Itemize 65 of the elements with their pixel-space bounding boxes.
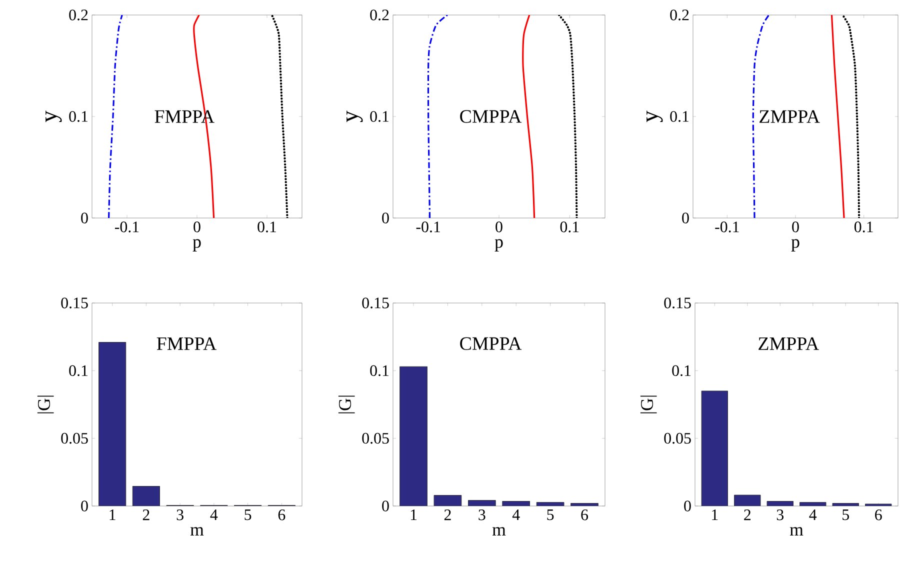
y-tick-label: 0.05 <box>664 432 691 444</box>
x-tick-label: 3 <box>176 510 184 520</box>
y-tick-label: 0 <box>81 212 88 224</box>
x-axis-title: p <box>494 239 503 252</box>
y-tick-label: 0.1 <box>670 111 689 122</box>
y-tick-label: 0 <box>382 212 389 224</box>
x-tick-label: 0 <box>496 222 502 232</box>
y-tick-label: 0 <box>382 500 389 512</box>
y-axis-title: |G| <box>338 396 355 414</box>
x-tick-label: -0.1 <box>715 222 739 232</box>
annotation: ZMPPA <box>758 337 819 350</box>
x-axis-title: p <box>192 239 201 252</box>
y-tick-label: 0.2 <box>69 10 88 20</box>
x-axis-title: m <box>190 527 204 536</box>
x-tick-label: 6 <box>581 510 588 520</box>
x-tick-label: 5 <box>244 510 252 520</box>
x-tick-label: 5 <box>842 510 849 520</box>
y-tick-label: 0 <box>81 500 88 512</box>
x-tick-label: 4 <box>512 510 520 520</box>
y-axis-title: |G| <box>640 396 657 414</box>
x-axis-title: p <box>791 239 800 252</box>
x-tick-label: -0.1 <box>416 222 440 232</box>
x-tick-label: 1 <box>110 510 116 520</box>
x-tick-label: 6 <box>278 510 286 520</box>
y-tick-label: 0.15 <box>61 298 88 308</box>
y-tick-label: 0.2 <box>370 10 389 20</box>
y-tick-label: 0.05 <box>61 432 88 444</box>
x-tick-label: 6 <box>875 510 882 520</box>
x-tick-label: 4 <box>210 510 218 520</box>
y-tick-label: 0.1 <box>672 365 691 376</box>
annotation: ZMPPA <box>760 110 820 123</box>
y-tick-label: 0.1 <box>69 365 88 376</box>
y-tick-label: 0.05 <box>362 432 389 444</box>
x-axis-title: m <box>492 527 506 536</box>
x-axis-title: m <box>790 527 804 536</box>
x-tick-label: 3 <box>478 510 486 520</box>
x-tick-label: 1 <box>712 510 718 520</box>
x-tick-label: 5 <box>547 510 554 520</box>
annotation: CMPPA <box>460 337 522 350</box>
x-tick-label: 2 <box>444 510 451 520</box>
x-tick-label: 0.1 <box>560 222 579 232</box>
annotation: FMPPA <box>156 337 217 350</box>
y-axis-title: |G| <box>37 396 54 414</box>
y-axis-title: y <box>46 110 62 122</box>
x-tick-label: 4 <box>809 510 817 520</box>
y-tick-label: 0.15 <box>362 298 389 308</box>
x-tick-label: 0 <box>194 222 200 232</box>
y-tick-label: 0.2 <box>670 10 689 20</box>
y-tick-label: 0.1 <box>370 111 389 122</box>
y-tick-label: 0.1 <box>69 111 88 122</box>
x-tick-label: 0 <box>792 222 799 232</box>
x-tick-label: 1 <box>410 510 417 520</box>
y-axis-title: y <box>646 110 663 122</box>
y-tick-label: 0.1 <box>370 365 389 376</box>
x-tick-label: 0.1 <box>258 222 276 232</box>
x-tick-label: 0.1 <box>854 222 873 232</box>
x-tick-label: 2 <box>744 510 751 520</box>
x-tick-label: -0.1 <box>114 222 139 232</box>
y-tick-label: 0 <box>682 212 689 224</box>
x-tick-label: 3 <box>776 510 784 520</box>
y-axis-title: y <box>346 110 363 122</box>
annotation: CMPPA <box>460 110 522 123</box>
y-tick-label: 0.15 <box>664 298 691 308</box>
y-tick-label: 0 <box>684 500 691 512</box>
x-tick-label: 2 <box>142 510 150 520</box>
